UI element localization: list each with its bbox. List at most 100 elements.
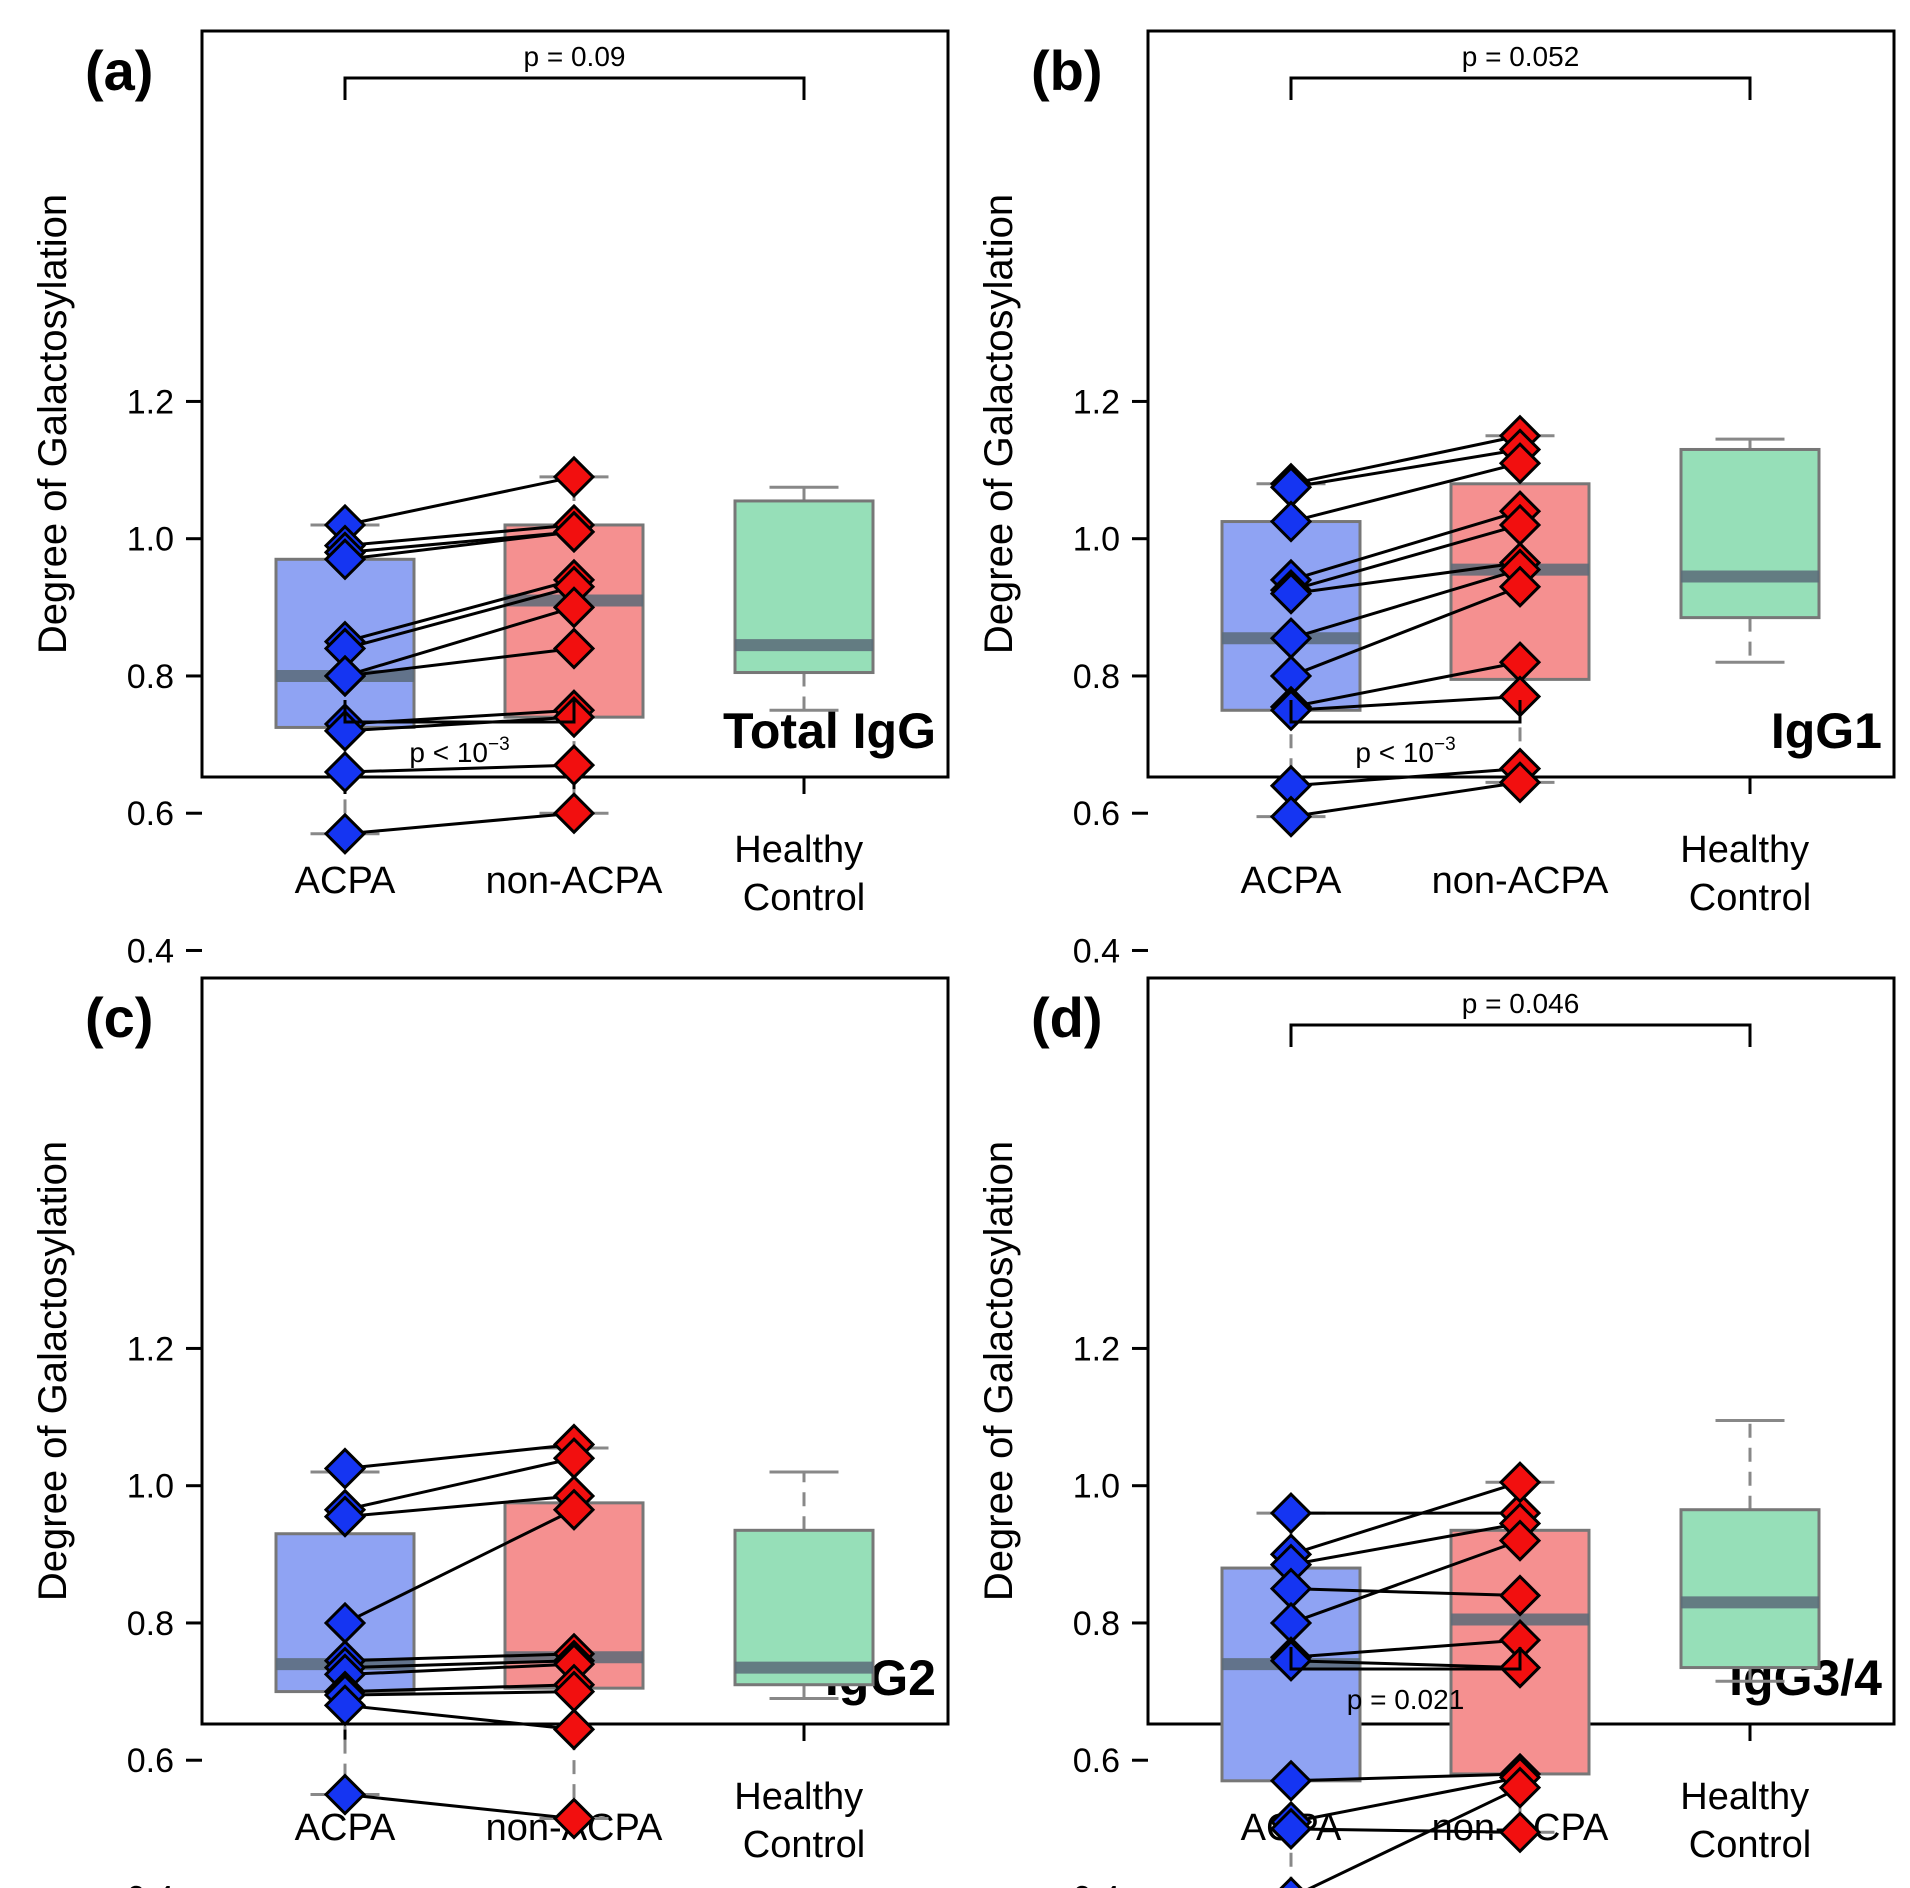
panel-letter: (a)	[85, 39, 153, 102]
pair-line	[344, 1494, 575, 1519]
point-non-acpa	[552, 510, 596, 553]
point-acpa	[1269, 1807, 1313, 1850]
y-tick-label: 1.0	[127, 521, 174, 559]
pair-line	[1290, 568, 1521, 640]
pair-line	[1290, 1772, 1521, 1783]
point-non-acpa	[552, 627, 596, 670]
pvalue-bracket-top	[1289, 1023, 1752, 1047]
pair-line	[1290, 1587, 1521, 1598]
paired-points	[1269, 1461, 1542, 1888]
y-tick-label: 1.2	[127, 1330, 174, 1368]
pair-line	[344, 1456, 575, 1512]
point-non-acpa	[552, 586, 596, 629]
x-category-label: ACPA	[1241, 860, 1342, 902]
pair-line	[1290, 1775, 1521, 1824]
pair-line	[344, 1652, 575, 1663]
y-tick-label: 1.0	[1073, 521, 1120, 559]
pair-line	[1290, 509, 1521, 582]
point-acpa	[1269, 1759, 1313, 1802]
pair-line	[344, 715, 575, 733]
point-non-acpa	[1498, 1574, 1542, 1617]
x-category-label: non-ACPA	[486, 860, 663, 902]
y-axis-label: Degree of Galactosylation	[31, 1141, 75, 1601]
box-healthy-control	[1679, 437, 1821, 664]
pvalue-bracket-top	[1289, 76, 1752, 100]
pair-line	[344, 530, 575, 561]
box-non-acpa	[1449, 434, 1591, 784]
panel-title: IgG1	[1771, 703, 1882, 759]
x-category-label: non-ACPA	[1432, 860, 1609, 902]
y-tick-label: 0.8	[127, 1605, 174, 1643]
y-tick-label: 0.6	[127, 1742, 174, 1780]
pair-line	[1290, 561, 1521, 596]
pair-line	[344, 578, 575, 644]
y-tick-label: 0.6	[1073, 1742, 1120, 1780]
pvalue-bracket-bottom	[1289, 700, 1522, 724]
box-healthy-control	[733, 485, 875, 712]
y-axis-label: Degree of Galactosylation	[977, 194, 1021, 654]
paired-points	[323, 1423, 596, 1840]
pair-line	[1290, 695, 1521, 712]
pair-line	[1290, 1827, 1521, 1834]
x-category-label: Healthy Control	[1680, 1776, 1819, 1866]
point-non-acpa	[1498, 761, 1542, 804]
point-acpa	[1279, 1876, 1303, 1888]
pvalue-bottom: p < 10−3	[409, 734, 509, 768]
pair-line	[344, 763, 575, 774]
pvalue-bracket-top	[343, 76, 806, 100]
panel-letter: (b)	[1031, 39, 1103, 102]
box-iqr	[733, 1528, 875, 1687]
paired-points	[1269, 414, 1542, 838]
point-acpa	[323, 1773, 367, 1816]
x-category-label: Healthy Control	[734, 829, 873, 919]
pair-line	[1290, 461, 1521, 523]
pair-line	[344, 1703, 575, 1731]
pvalue-exponent: −3	[1434, 734, 1456, 755]
pair-line	[344, 605, 575, 678]
pair-line	[1290, 1638, 1521, 1659]
point-non-acpa	[552, 1797, 596, 1840]
pair-line	[1290, 1539, 1521, 1625]
point-non-acpa	[1498, 442, 1542, 485]
pair-line	[344, 1508, 575, 1625]
pair-line	[1290, 660, 1521, 709]
pvalue-bottom: p = 0.021	[1347, 1684, 1465, 1715]
point-acpa	[1269, 572, 1313, 615]
pair-line	[344, 1793, 575, 1821]
panel-letter: (c)	[85, 986, 153, 1049]
pair-line	[1290, 767, 1521, 788]
pvalue-top: p = 0.09	[524, 41, 626, 72]
point-non-acpa	[552, 744, 596, 787]
pair-line	[1307, 1786, 1521, 1888]
pair-line	[1290, 780, 1521, 819]
box-iqr	[1679, 1508, 1821, 1670]
pair-line	[344, 811, 575, 836]
box-healthy-control	[1679, 1419, 1821, 1683]
pair-line	[1290, 1480, 1521, 1556]
point-acpa	[323, 654, 367, 698]
paired-points	[323, 455, 596, 855]
y-tick-label: 0.4	[127, 932, 174, 970]
x-category-label: Healthy Control	[734, 1776, 873, 1866]
pair-line	[344, 585, 575, 650]
pair-line	[1290, 523, 1521, 592]
panel-b: 0.4 0.6 0.8 1.0 1.2 ACPA non-ACPA Healthy Contr…	[977, 29, 1896, 970]
y-tick-label: 0.6	[1073, 795, 1120, 833]
y-tick-label: 0.4	[1073, 932, 1120, 970]
pair-line	[344, 1683, 575, 1694]
point-non-acpa	[1498, 1766, 1542, 1809]
pvalue-bracket-bottom	[343, 700, 576, 724]
box-iqr	[1679, 447, 1821, 620]
point-acpa	[1269, 1492, 1313, 1535]
pvalue-bracket-bottom	[1289, 1647, 1522, 1671]
pair-line	[1290, 585, 1521, 678]
point-acpa	[323, 1684, 367, 1727]
point-non-acpa	[1498, 1519, 1542, 1562]
panel-a: 0.4 0.6 0.8 1.0 1.2 ACPA non-ACPA Healthy Contr…	[31, 29, 950, 970]
y-tick-label: 1.2	[1073, 1330, 1120, 1368]
pair-line	[344, 523, 575, 548]
pair-line	[344, 1443, 575, 1471]
point-acpa	[323, 538, 367, 581]
